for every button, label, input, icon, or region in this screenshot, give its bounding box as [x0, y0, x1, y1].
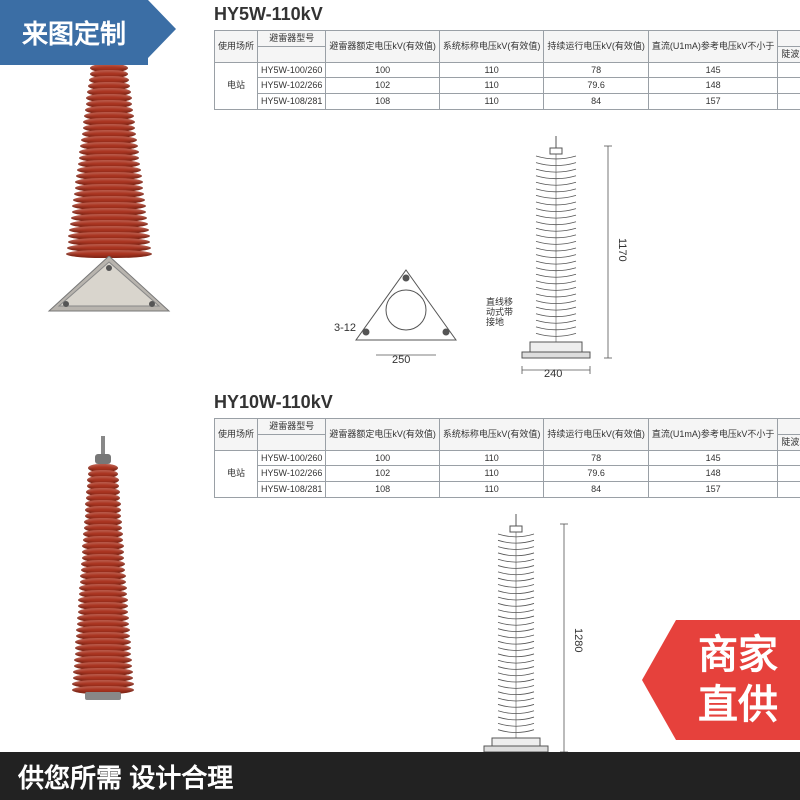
badge-direct-supply-l1: 商家 [698, 633, 778, 677]
section1-tech-drawing: 1170 240 250 3-12 直线移 动式带 接地 [316, 130, 736, 380]
table-row: HY5W-108/281 108 110 84 157 315 281 239 [215, 94, 800, 110]
th-maxres: 最大残压kV(峰值) [778, 31, 800, 47]
badge-direct-supply-l2: 直供 [698, 683, 778, 727]
bottom-tagline-text: 供您所需 设计合理 [18, 758, 233, 795]
badge-direct-supply: 商家 直供 [676, 620, 800, 740]
arrester-tip [101, 436, 105, 454]
th-empty [258, 46, 326, 62]
th-model: 避雷器型号 [258, 31, 326, 47]
note-l1: 直线移 [486, 297, 513, 307]
arrester-product-2 [72, 436, 134, 700]
th-dcref: 直流(U1mA)参考电压kV不小于 [648, 31, 778, 63]
note-l2: 动式带 [486, 307, 513, 317]
th-rated: 避雷器额定电压kV(有效值) [326, 31, 440, 63]
dim-height-1: 1170 [616, 238, 628, 262]
table-row: HY5W-102/266 102 110 79.6 148 297 266 22… [215, 78, 800, 94]
arrester-cap [95, 454, 111, 464]
th-contv: 持续运行电压kV(有效值) [544, 31, 649, 63]
badge-custom-order: 来图定制 [0, 0, 148, 65]
table-row: HY5W-102/266 102 110 79.6 148 297 266 22… [215, 466, 800, 482]
section2-spec-table: 使用场所 避雷器型号 避雷器额定电压kV(有效值) 系统标称电压kV(有效值) … [214, 418, 800, 498]
arrester-flat-base [85, 692, 121, 700]
table-row: 电站 HY5W-100/260 100 110 78 145 291 260 2… [215, 62, 800, 78]
table-row: HY5W-108/281 108 110 84 157 315 281 239 [215, 482, 800, 498]
table-row: 电站 HY5W-100/260 100 110 78 145 291 260 2… [215, 450, 800, 466]
table-header-row: 使用场所 避雷器型号 避雷器额定电压kV(有效值) 系统标称电压kV(有效值) … [215, 31, 800, 47]
section1-spec-table: 使用场所 避雷器型号 避雷器额定电压kV(有效值) 系统标称电压kV(有效值) … [214, 30, 800, 110]
dim-base-w: 240 [544, 368, 562, 380]
dim-base-tri: 250 [392, 354, 410, 366]
table-header-row: 使用场所 避雷器型号 避雷器额定电压kV(有效值) 系统标称电压kV(有效值) … [215, 419, 800, 435]
dim-height-2: 1280 [572, 628, 584, 652]
dim-bolt: 3-12 [334, 322, 356, 334]
bottom-tagline-bar: 供您所需 设计合理 [0, 752, 800, 800]
th-place: 使用场所 [215, 31, 258, 63]
section1-title: HY5W-110kV [214, 4, 323, 25]
note-l3: 接地 [486, 317, 504, 327]
arrester-product-1 [44, 24, 174, 316]
arrester-tri-base [44, 256, 174, 316]
arrester-body [66, 52, 152, 256]
th-steep: 陡波冲击电流下 [778, 46, 800, 62]
section2-title: HY10W-110kV [214, 392, 333, 413]
badge-custom-order-text: 来图定制 [22, 14, 126, 51]
arrester-body [72, 464, 134, 692]
th-sysv: 系统标称电压kV(有效值) [439, 31, 544, 63]
